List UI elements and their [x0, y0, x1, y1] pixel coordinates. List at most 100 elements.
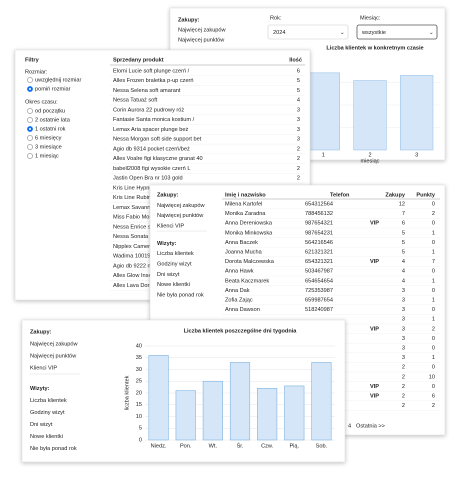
client-name: Milena Kartofel — [225, 201, 262, 207]
nav-link[interactable]: Klienci VIP — [30, 365, 57, 371]
product-name: Wadima 10019 — [113, 254, 150, 260]
nav-link[interactable]: Najwięcej zakupów — [157, 203, 206, 209]
nav-link[interactable]: Liczba klientek — [30, 398, 67, 404]
points: 1 — [432, 355, 435, 361]
vip-badge: VIP — [370, 384, 379, 390]
purchases: 3 — [402, 297, 405, 303]
bar — [229, 362, 251, 441]
radio[interactable] — [27, 153, 33, 159]
nav-link[interactable]: Nowe klientki — [30, 434, 63, 440]
client-name: Anna Hawk — [225, 269, 254, 275]
x-tick-label: Śr. — [237, 441, 244, 449]
vip-badge: VIP — [370, 393, 379, 399]
x-tick-label: Pią. — [289, 443, 299, 449]
nav-link[interactable]: Dni wizyt — [30, 422, 53, 428]
sidebar-title: Wizyty: — [30, 386, 50, 392]
nav-link[interactable]: Nie była ponad rok — [157, 292, 204, 298]
nav-link[interactable]: Dni wizyt — [157, 272, 180, 278]
table-header: Imię i nazwisko — [225, 192, 266, 198]
month-select[interactable] — [356, 24, 438, 40]
purchases: 3 — [402, 307, 405, 313]
bar — [202, 380, 223, 441]
client-name: Zofia Zając — [225, 297, 253, 303]
nav-link[interactable]: Godziny wizyt — [30, 410, 65, 416]
panel-d: Zakupy: Najwięcej zakupów Najwięcej punktó… — [21, 319, 346, 463]
nav-link[interactable]: Najwięcej punktów — [157, 213, 204, 219]
x-tick-label: 2 — [368, 152, 371, 158]
nav-link[interactable]: Najwięcej zakupów — [178, 27, 227, 33]
nav-link[interactable]: Najwięcej punktów — [30, 353, 77, 359]
points: 1 — [432, 278, 435, 284]
points: 6 — [432, 393, 435, 399]
bar — [311, 362, 332, 441]
product-name: Nessa Morgan soft side support bet — [113, 137, 202, 143]
x-tick-label: 3 — [415, 152, 418, 158]
sidebar-title: Zakupy: — [30, 329, 52, 335]
nav-link[interactable]: Nowe klientki — [157, 282, 190, 288]
purchases: 4 — [402, 278, 405, 284]
month-caret: ⌄ — [429, 30, 434, 36]
radio[interactable] — [27, 108, 33, 114]
year-select[interactable] — [267, 24, 349, 40]
radio-label[interactable]: pomiń rozmiar — [35, 86, 71, 92]
purchases: 2 — [402, 365, 405, 371]
radio[interactable] — [27, 144, 33, 150]
radio-label[interactable]: 2 ostatnie lata — [35, 117, 71, 123]
client-name: Joanna Mucha — [225, 249, 263, 255]
nav-link[interactable]: Najwięcej punktów — [178, 37, 225, 43]
radio-label[interactable]: uwzględnij rozmiar — [35, 77, 81, 83]
radio-label[interactable]: 1 ostatni rok — [35, 126, 66, 132]
table-header: Ilość — [289, 57, 302, 63]
points: 2 — [432, 403, 435, 409]
product-qty: 2 — [297, 176, 300, 182]
points: 0 — [432, 365, 435, 371]
sidebar-title: Wizyty: — [157, 241, 177, 247]
radio-label[interactable]: od początku — [35, 108, 65, 114]
nav-link[interactable]: Godziny wizyt — [157, 261, 192, 267]
radio[interactable] — [27, 135, 33, 141]
client-name: Anna Dawson — [225, 307, 260, 313]
purchases: 2 — [402, 384, 405, 390]
x-tick-label: Wt. — [209, 443, 218, 449]
purchases: 2 — [402, 393, 405, 399]
radio[interactable] — [27, 77, 33, 83]
product-qty: 2 — [297, 146, 300, 152]
client-name: Beata Kaczmarek — [225, 278, 269, 284]
nav-link[interactable]: Najwięcej zakupów — [30, 341, 79, 347]
year-label: Rok: — [270, 15, 282, 21]
y-tick-label: 30 — [136, 367, 142, 373]
chart-title: Liczba klientek poszczególne dni tygodni… — [184, 328, 298, 334]
nav-link[interactable]: Nie była ponad rok — [30, 446, 77, 452]
product-qty: 3 — [297, 107, 300, 113]
product-name: Alles Voalre figi klasyczne granat 40 — [113, 156, 203, 162]
radio-label[interactable]: 1 miesiąc — [35, 153, 59, 159]
period-label: Okres czasu: — [25, 99, 58, 105]
purchases: 3 — [402, 345, 405, 351]
sidebar-title: Zakupy: — [157, 192, 179, 198]
month-label: Miesiąc: — [360, 15, 381, 21]
product-name: Nessa Sonata so — [113, 234, 156, 240]
product-name: Alles Lava Dora — [113, 283, 153, 289]
table-header: Telefon — [330, 192, 350, 198]
product-name: Corin Aurora 22 pudrowy róż — [113, 107, 184, 113]
page-link[interactable]: Ostatnia >> — [356, 423, 385, 429]
purchases: 12 — [399, 201, 405, 207]
points: 0 — [432, 307, 435, 313]
y-tick-label: 35 — [136, 355, 142, 361]
client-name: Dorota Malczewska — [225, 259, 275, 265]
points: 0 — [432, 345, 435, 351]
nav-link[interactable]: Klienci VIP — [157, 223, 184, 229]
x-axis-label: miesiąc — [361, 158, 380, 164]
client-name: Anna Baczek — [225, 240, 258, 246]
page-link[interactable]: 4 — [348, 423, 351, 429]
radio-label[interactable]: 3 miesiące — [35, 144, 62, 150]
nav-link[interactable]: Liczba klientek — [157, 251, 194, 257]
radio-label[interactable]: 6 miesięcy — [35, 135, 62, 141]
client-name: Monika Minkowska — [225, 230, 273, 236]
purchases: 4 — [402, 269, 405, 275]
purchases: 3 — [402, 317, 405, 323]
radio[interactable] — [27, 117, 33, 123]
x-tick-label: 1 — [322, 152, 325, 158]
product-name: Lemax Savannah — [113, 205, 157, 211]
